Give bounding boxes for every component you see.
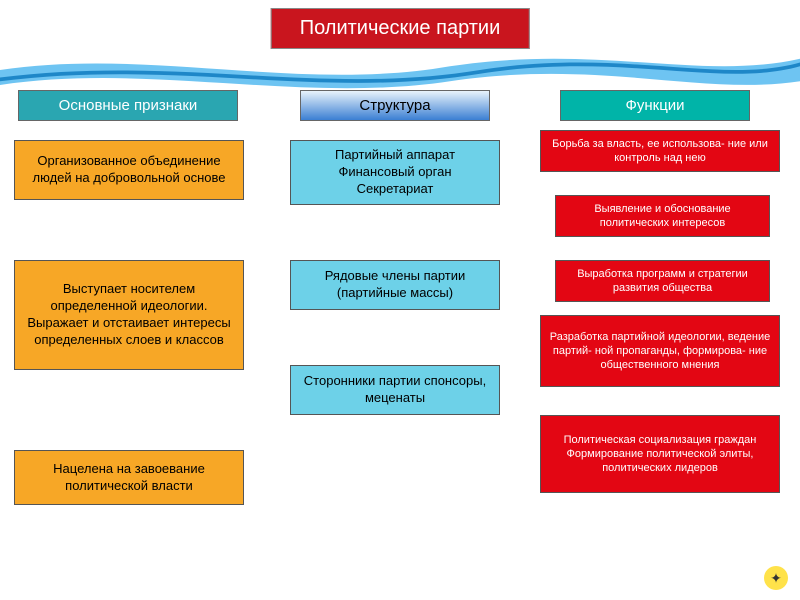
diagram-title: Политические партии bbox=[271, 8, 530, 49]
title-text: Политические партии bbox=[300, 17, 501, 39]
col3-box-4: Политическая социализация граждан Формир… bbox=[540, 415, 780, 493]
corner-glyph: ✦ bbox=[770, 570, 782, 587]
column-header-structure: Структура bbox=[300, 90, 490, 121]
header-label: Структура bbox=[359, 97, 430, 114]
header-label: Основные признаки bbox=[59, 97, 198, 114]
col1-box-2: Нацелена на завоевание политической влас… bbox=[14, 450, 244, 505]
col3-box-1: Выявление и обоснование политических инт… bbox=[555, 195, 770, 237]
header-label: Функции bbox=[625, 97, 684, 114]
col3-box-3: Разработка партийной идеологии, ведение … bbox=[540, 315, 780, 387]
slide-decoration-icon: ✦ bbox=[764, 566, 788, 590]
col1-box-0: Организованное объединение людей на добр… bbox=[14, 140, 244, 200]
col2-box-1: Рядовые члены партии (партийные массы) bbox=[290, 260, 500, 310]
col3-box-0: Борьба за власть, ее использова- ние или… bbox=[540, 130, 780, 172]
col3-box-2: Выработка программ и стратегии развития … bbox=[555, 260, 770, 302]
column-header-functions: Функции bbox=[560, 90, 750, 121]
column-header-features: Основные признаки bbox=[18, 90, 238, 121]
col2-box-0: Партийный аппарат Финансовый орган Секре… bbox=[290, 140, 500, 205]
col2-box-2: Сторонники партии спонсоры, меценаты bbox=[290, 365, 500, 415]
col1-box-1: Выступает носителем определенной идеолог… bbox=[14, 260, 244, 370]
